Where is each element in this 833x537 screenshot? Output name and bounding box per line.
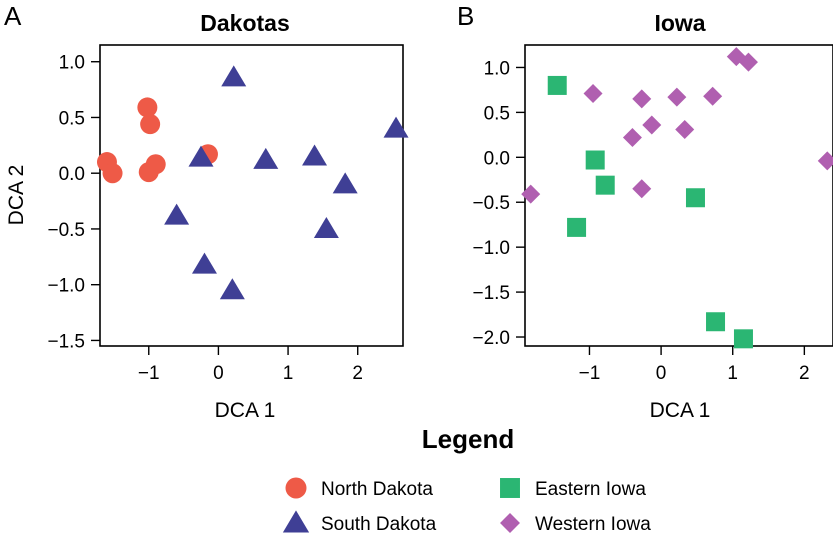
x-tick-label-iowa: 2 bbox=[799, 363, 810, 384]
point-western-iowa bbox=[738, 52, 758, 72]
y-tick-label-dakotas: 0.5 bbox=[59, 108, 85, 129]
point-south-dakota bbox=[332, 172, 358, 194]
legend: Legend North Dakota South Dakota Eastern I… bbox=[282, 424, 651, 535]
point-eastern-iowa bbox=[706, 312, 726, 332]
y-tick-label-dakotas: 0.0 bbox=[59, 164, 85, 185]
point-north-dakota bbox=[140, 114, 161, 135]
x-tick-label-dakotas: 0 bbox=[213, 363, 224, 384]
point-western-iowa bbox=[521, 184, 541, 204]
y-tick-label-dakotas: −0.5 bbox=[47, 220, 85, 241]
x-tick-label-dakotas: 2 bbox=[352, 363, 363, 384]
y-tick-label-dakotas: −1.0 bbox=[47, 276, 85, 297]
point-south-dakota bbox=[313, 216, 339, 238]
legend-marker-western-iowa bbox=[500, 513, 520, 533]
y-tick-label-iowa: 0.5 bbox=[484, 103, 510, 124]
x-axis-iowa: −1 0 1 2 bbox=[579, 346, 810, 384]
x-tick-label-iowa: −1 bbox=[579, 363, 601, 384]
y-tick-label-iowa: −1.5 bbox=[472, 283, 510, 304]
point-north-dakota bbox=[102, 163, 123, 184]
y-tick-label-dakotas: −1.5 bbox=[47, 331, 85, 352]
legend-items: North Dakota South Dakota Eastern Iowa West… bbox=[282, 477, 651, 535]
y-axis-dakotas: −1.5 −1.0 −0.5 0.0 0.5 1.0 bbox=[47, 53, 100, 352]
point-eastern-iowa bbox=[595, 175, 615, 195]
point-western-iowa bbox=[703, 86, 723, 106]
points-dakotas bbox=[96, 65, 409, 300]
point-eastern-iowa bbox=[685, 188, 705, 208]
point-western-iowa bbox=[632, 179, 652, 199]
legend-title: Legend bbox=[422, 424, 514, 454]
point-north-dakota bbox=[137, 97, 158, 118]
y-tick-label-iowa: −0.5 bbox=[472, 193, 510, 214]
legend-label-north-dakota: North Dakota bbox=[321, 479, 433, 500]
point-south-dakota bbox=[191, 252, 217, 274]
y-tick-label-iowa: −2.0 bbox=[472, 328, 510, 349]
point-south-dakota bbox=[219, 278, 245, 300]
point-south-dakota bbox=[221, 65, 247, 87]
x-tick-label-dakotas: 1 bbox=[283, 363, 294, 384]
panel-letter-a: A bbox=[4, 1, 22, 31]
x-tick-label-iowa: 0 bbox=[656, 363, 667, 384]
panel-iowa: B Iowa −1 0 1 2 −2.0 −1.5 −1.0 −0.5 0.0 0.5 1.0 D… bbox=[457, 1, 833, 422]
points-iowa bbox=[521, 47, 833, 349]
y-tick-label-iowa: −1.0 bbox=[472, 238, 510, 259]
point-western-iowa bbox=[622, 128, 642, 148]
point-western-iowa bbox=[642, 115, 662, 135]
point-south-dakota bbox=[188, 145, 214, 167]
y-axis-label: DCA 2 bbox=[5, 165, 28, 226]
y-tick-label-dakotas: 1.0 bbox=[59, 53, 85, 74]
point-north-dakota bbox=[145, 154, 166, 175]
y-tick-label-iowa: 0.0 bbox=[484, 148, 510, 169]
point-eastern-iowa bbox=[585, 150, 605, 170]
point-south-dakota bbox=[253, 147, 279, 169]
point-eastern-iowa bbox=[733, 329, 753, 349]
legend-label-eastern-iowa: Eastern Iowa bbox=[535, 479, 646, 500]
point-western-iowa bbox=[675, 119, 695, 139]
x-tick-label-iowa: 1 bbox=[727, 363, 738, 384]
legend-marker-eastern-iowa bbox=[500, 478, 520, 498]
x-axis-label-dakotas: DCA 1 bbox=[215, 399, 276, 422]
x-axis-label-iowa: DCA 1 bbox=[650, 399, 711, 422]
legend-marker-south-dakota bbox=[282, 510, 310, 533]
point-south-dakota bbox=[164, 203, 190, 225]
point-eastern-iowa bbox=[547, 75, 567, 95]
chart-title-iowa: Iowa bbox=[654, 10, 705, 36]
legend-label-south-dakota: South Dakota bbox=[321, 514, 437, 535]
point-western-iowa bbox=[667, 87, 687, 107]
x-axis-dakotas: −1 0 1 2 bbox=[138, 346, 363, 384]
panel-letter-b: B bbox=[457, 1, 474, 31]
x-tick-label-dakotas: −1 bbox=[138, 363, 160, 384]
legend-marker-north-dakota bbox=[285, 477, 307, 499]
point-south-dakota bbox=[302, 144, 328, 166]
y-axis-iowa: −2.0 −1.5 −1.0 −0.5 0.0 0.5 1.0 bbox=[472, 58, 525, 349]
point-western-iowa bbox=[583, 84, 603, 104]
panel-dakotas: A Dakotas −1 0 1 2 −1.5 −1.0 −0.5 0.0 0.5 1.0 DC… bbox=[4, 1, 409, 422]
legend-label-western-iowa: Western Iowa bbox=[535, 514, 651, 535]
point-western-iowa bbox=[632, 89, 652, 109]
point-south-dakota bbox=[383, 116, 409, 138]
y-tick-label-iowa: 1.0 bbox=[484, 58, 510, 79]
point-eastern-iowa bbox=[567, 217, 587, 237]
point-western-iowa bbox=[817, 151, 833, 171]
plot-frame-dakotas bbox=[99, 44, 404, 347]
chart-title-dakotas: Dakotas bbox=[200, 10, 289, 36]
